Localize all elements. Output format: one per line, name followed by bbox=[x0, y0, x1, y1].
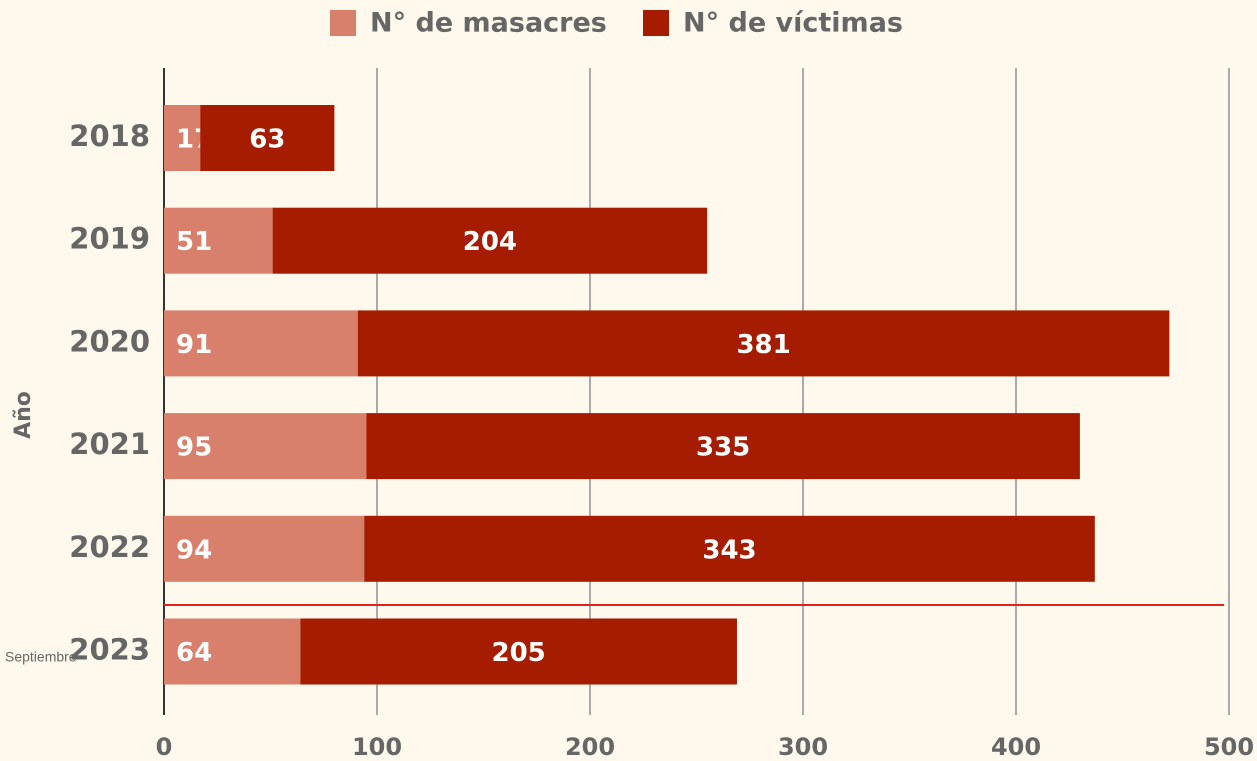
bar-segment bbox=[164, 515, 365, 582]
data-label: 63 bbox=[249, 125, 285, 155]
data-label: 381 bbox=[736, 330, 790, 360]
bar-segment bbox=[366, 413, 1080, 480]
x-tick-label: 300 bbox=[778, 733, 828, 761]
bar-segment bbox=[164, 207, 273, 274]
annotation: Septiembre bbox=[5, 649, 77, 665]
bar-segment bbox=[300, 618, 737, 685]
data-label: 51 bbox=[176, 227, 212, 257]
bar-segment bbox=[164, 618, 301, 685]
legend-label: N° de víctimas bbox=[683, 8, 903, 39]
bar-segment bbox=[164, 413, 367, 480]
y-tick-label: 2018 bbox=[69, 119, 150, 153]
data-label: 91 bbox=[176, 330, 212, 360]
x-tick-label: 0 bbox=[156, 733, 173, 761]
data-label: 64 bbox=[176, 638, 212, 668]
x-tick-label: 500 bbox=[1204, 733, 1254, 761]
legend-swatch bbox=[330, 10, 356, 36]
x-tick-label: 100 bbox=[352, 733, 402, 761]
bar-segment bbox=[164, 310, 358, 377]
data-label: 343 bbox=[702, 535, 756, 565]
data-label: 335 bbox=[696, 433, 750, 463]
bar-segment bbox=[200, 105, 335, 171]
y-axis-label: Año bbox=[11, 391, 36, 439]
data-label: 204 bbox=[463, 227, 517, 257]
y-tick-label: 2019 bbox=[69, 222, 150, 256]
data-label: 94 bbox=[176, 535, 212, 565]
y-tick-label: 2021 bbox=[69, 427, 150, 461]
bar-segment bbox=[164, 105, 201, 171]
legend-label: N° de masacres bbox=[370, 8, 607, 39]
bar-segment bbox=[357, 310, 1170, 377]
bar-segment bbox=[272, 207, 708, 274]
y-tick-label: 2023 bbox=[69, 633, 150, 667]
y-tick-label: 2020 bbox=[69, 324, 150, 358]
bar-segment bbox=[364, 515, 1095, 582]
data-label: 95 bbox=[176, 433, 212, 463]
data-label: 205 bbox=[492, 638, 546, 668]
x-tick-label: 400 bbox=[991, 733, 1041, 761]
x-tick-label: 200 bbox=[565, 733, 615, 761]
legend-swatch bbox=[643, 10, 669, 36]
y-tick-label: 2022 bbox=[69, 530, 150, 564]
